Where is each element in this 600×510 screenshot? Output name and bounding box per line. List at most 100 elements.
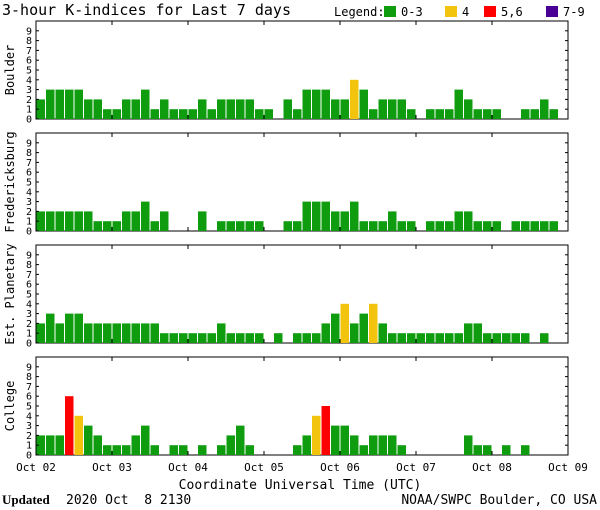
bar bbox=[141, 323, 150, 343]
bar bbox=[397, 99, 406, 119]
bar bbox=[293, 221, 302, 231]
bar bbox=[55, 435, 64, 455]
y-tick-label: 9 bbox=[26, 26, 32, 37]
y-tick-label: 5 bbox=[26, 402, 32, 413]
bar bbox=[122, 445, 131, 455]
bar bbox=[340, 211, 349, 231]
bar bbox=[46, 89, 55, 119]
bar bbox=[397, 333, 406, 343]
y-tick-label: 0 bbox=[26, 115, 32, 126]
bar bbox=[483, 445, 492, 455]
bar bbox=[65, 313, 74, 343]
bar bbox=[122, 99, 131, 119]
bar bbox=[93, 435, 102, 455]
panel-frame bbox=[35, 356, 569, 456]
bar bbox=[321, 201, 330, 231]
bar bbox=[236, 221, 245, 231]
bar bbox=[378, 435, 387, 455]
bar bbox=[236, 425, 245, 455]
bar bbox=[131, 211, 140, 231]
bar bbox=[378, 221, 387, 231]
bar bbox=[74, 211, 83, 231]
bar bbox=[198, 445, 207, 455]
bar bbox=[226, 435, 235, 455]
credit-text: NOAA/SWPC Boulder, CO USA bbox=[401, 493, 597, 508]
bar bbox=[46, 313, 55, 343]
bar bbox=[312, 333, 321, 343]
bar bbox=[141, 425, 150, 455]
bar bbox=[321, 89, 330, 119]
bar bbox=[530, 109, 539, 119]
bar bbox=[226, 221, 235, 231]
bar bbox=[549, 109, 558, 119]
bar bbox=[302, 89, 311, 119]
panel-label: Boulder bbox=[3, 45, 17, 96]
y-tick-label: 7 bbox=[26, 46, 32, 57]
y-tick-label: 1 bbox=[26, 105, 32, 116]
bar bbox=[160, 333, 169, 343]
y-tick-label: 4 bbox=[26, 411, 32, 422]
y-tick-label: 8 bbox=[26, 36, 32, 47]
y-tick-label: 9 bbox=[26, 362, 32, 373]
bar bbox=[540, 221, 549, 231]
y-tick-label: 7 bbox=[26, 158, 32, 169]
legend-entry-7-9: 7-9 bbox=[563, 5, 585, 19]
bar bbox=[293, 445, 302, 455]
legend-entry-5-6: 5,6 bbox=[501, 5, 523, 19]
bar bbox=[293, 333, 302, 343]
bar bbox=[131, 99, 140, 119]
bar bbox=[74, 313, 83, 343]
y-tick-label: 1 bbox=[26, 441, 32, 452]
y-tick-label: 0 bbox=[26, 451, 32, 462]
legend-entry-4: 4 bbox=[462, 5, 469, 19]
bar bbox=[150, 323, 159, 343]
panel-label: College bbox=[3, 381, 17, 432]
bar bbox=[65, 89, 74, 119]
y-tick-label: 6 bbox=[26, 392, 32, 403]
bar bbox=[511, 221, 520, 231]
bar bbox=[473, 323, 482, 343]
bar bbox=[217, 445, 226, 455]
x-tick-label: Oct 08 bbox=[472, 461, 512, 474]
bar bbox=[84, 323, 93, 343]
bar bbox=[340, 303, 349, 343]
bar bbox=[141, 201, 150, 231]
bar bbox=[473, 445, 482, 455]
bar bbox=[340, 425, 349, 455]
bar bbox=[521, 445, 530, 455]
bar bbox=[36, 323, 45, 343]
bar bbox=[93, 323, 102, 343]
bar bbox=[521, 109, 530, 119]
y-tick-label: 5 bbox=[26, 290, 32, 301]
bar bbox=[150, 109, 159, 119]
bar bbox=[483, 333, 492, 343]
bar bbox=[226, 99, 235, 119]
legend-swatch-5-6 bbox=[484, 6, 496, 17]
bar bbox=[350, 201, 359, 231]
bar bbox=[65, 211, 74, 231]
y-tick-label: 4 bbox=[26, 187, 32, 198]
bar bbox=[255, 221, 264, 231]
bar bbox=[521, 333, 530, 343]
y-tick-label: 3 bbox=[26, 421, 32, 432]
bar bbox=[36, 99, 45, 119]
bar bbox=[331, 313, 340, 343]
bar bbox=[397, 445, 406, 455]
y-tick-label: 0 bbox=[26, 339, 32, 350]
updated-value: 2020 Oct 8 2130 bbox=[66, 493, 191, 508]
y-tick-label: 8 bbox=[26, 260, 32, 271]
bar bbox=[55, 323, 64, 343]
bar bbox=[103, 323, 112, 343]
bar bbox=[188, 109, 197, 119]
x-tick-label: Oct 02 bbox=[16, 461, 56, 474]
bar bbox=[217, 323, 226, 343]
bar bbox=[473, 221, 482, 231]
y-tick-label: 5 bbox=[26, 66, 32, 77]
bar bbox=[112, 445, 121, 455]
bar bbox=[122, 323, 131, 343]
bar bbox=[264, 109, 273, 119]
bar bbox=[160, 211, 169, 231]
y-tick-label: 6 bbox=[26, 280, 32, 291]
